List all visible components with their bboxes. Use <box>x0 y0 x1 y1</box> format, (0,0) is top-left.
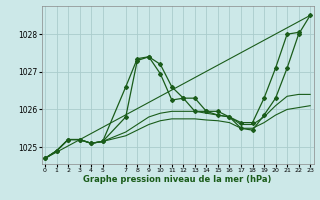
X-axis label: Graphe pression niveau de la mer (hPa): Graphe pression niveau de la mer (hPa) <box>84 175 272 184</box>
